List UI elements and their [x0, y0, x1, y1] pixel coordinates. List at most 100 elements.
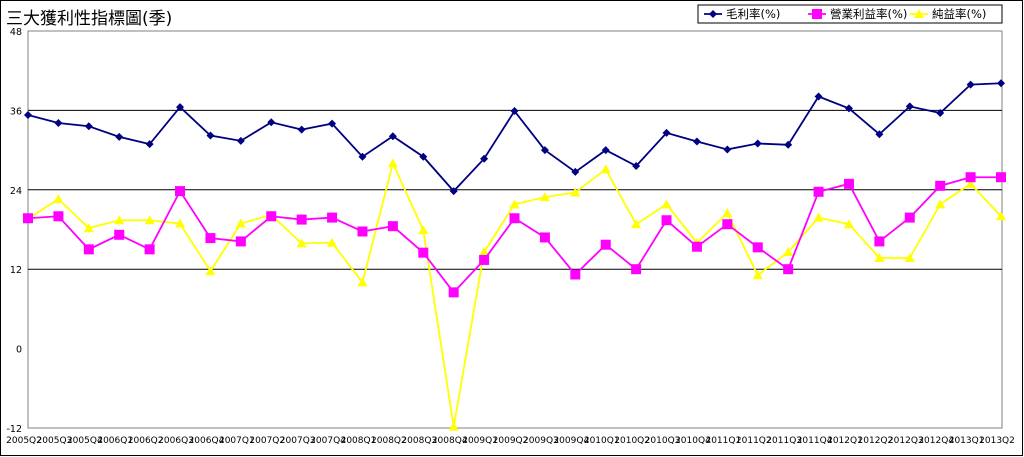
data-point — [632, 161, 641, 170]
data-point — [783, 264, 794, 275]
data-point — [83, 244, 94, 255]
x-tick-label: 2008Q4 — [432, 436, 468, 446]
data-point — [387, 158, 398, 168]
x-tick-label: 2012Q3 — [888, 436, 924, 446]
x-tick-label: 2008Q1 — [341, 436, 377, 446]
data-point — [510, 107, 519, 116]
data-point — [936, 109, 945, 118]
legend-label: 營業利益率(%) — [830, 7, 907, 21]
data-point — [205, 233, 216, 244]
data-point — [752, 242, 763, 253]
data-point — [176, 103, 185, 112]
data-point — [875, 130, 884, 139]
data-point — [914, 9, 924, 18]
data-point — [327, 212, 338, 223]
data-point — [904, 212, 915, 223]
data-point — [205, 266, 216, 276]
data-point — [965, 178, 976, 188]
data-point — [236, 136, 245, 145]
data-point — [53, 194, 64, 204]
data-point — [23, 213, 33, 224]
x-tick-label: 2011Q1 — [705, 436, 741, 446]
x-tick-label: 2007Q3 — [280, 436, 316, 446]
legend-label: 毛利率(%) — [726, 7, 780, 21]
data-point — [935, 199, 946, 209]
data-point — [419, 152, 428, 161]
x-tick-label: 2013Q2 — [979, 436, 1015, 446]
data-point — [631, 264, 642, 275]
data-point — [935, 180, 946, 191]
data-point — [509, 213, 520, 224]
data-point — [874, 252, 885, 262]
data-point — [905, 102, 914, 111]
data-point — [996, 211, 1006, 221]
series-3 — [23, 158, 1006, 431]
data-point — [175, 186, 186, 197]
data-point — [83, 223, 94, 233]
x-tick-label: 2007Q1 — [219, 436, 255, 446]
x-tick-label: 2008Q3 — [401, 436, 437, 446]
data-point — [84, 122, 93, 131]
data-point — [449, 187, 458, 196]
data-point — [570, 187, 581, 197]
y-tick-label: 24 — [10, 186, 22, 197]
data-point — [418, 247, 429, 258]
data-point — [448, 287, 459, 298]
data-point — [843, 178, 854, 189]
data-point — [812, 9, 822, 19]
data-point — [600, 239, 611, 250]
data-point — [539, 232, 550, 243]
data-point — [296, 214, 307, 225]
x-tick-label: 2010Q2 — [614, 436, 650, 446]
data-point — [267, 118, 276, 127]
data-point — [144, 215, 155, 225]
data-point — [843, 219, 854, 229]
data-point — [600, 164, 611, 174]
data-point — [418, 225, 429, 235]
data-point — [358, 152, 367, 161]
data-point — [661, 215, 672, 226]
x-tick-label: 2006Q4 — [189, 436, 225, 446]
plot-background — [27, 30, 1003, 429]
data-point — [296, 238, 307, 248]
x-tick-label: 2008Q2 — [371, 436, 407, 446]
legend: 毛利率(%) 營業利益率(%) 純益率(%) — [697, 4, 1003, 24]
data-point — [144, 244, 155, 255]
x-tick-label: 2012Q1 — [827, 436, 863, 446]
data-point — [752, 270, 763, 280]
data-point — [145, 140, 154, 149]
data-point — [357, 277, 368, 287]
y-tick-label: -12 — [6, 424, 22, 435]
data-point — [570, 269, 581, 280]
x-tick-label: 2012Q2 — [858, 436, 894, 446]
data-point — [631, 219, 642, 229]
data-point — [996, 172, 1006, 183]
data-point — [24, 111, 32, 120]
series-1 — [24, 79, 1005, 196]
x-tick-label: 2007Q4 — [310, 436, 346, 446]
x-tick-label: 2006Q2 — [128, 436, 164, 446]
data-point — [479, 246, 490, 256]
x-tick-label: 2005Q4 — [67, 436, 103, 446]
x-tick-label: 2009Q2 — [493, 436, 529, 446]
data-point — [997, 79, 1005, 88]
data-point — [874, 236, 885, 247]
x-tick-label: 2010Q3 — [645, 436, 681, 446]
data-point — [691, 241, 702, 252]
y-tick-label: 12 — [10, 265, 22, 276]
x-tick-label: 2005Q2 — [6, 436, 42, 446]
x-tick-label: 2009Q4 — [553, 436, 589, 446]
data-point — [114, 215, 125, 225]
data-point — [115, 132, 124, 141]
x-tick-label: 2012Q4 — [918, 436, 954, 446]
data-point — [813, 186, 824, 197]
data-point — [539, 192, 550, 202]
x-tick-label: 2009Q1 — [462, 436, 498, 446]
data-point — [480, 154, 489, 163]
chart-title: 三大獲利性指標圖(季) — [6, 9, 172, 29]
data-point — [328, 119, 337, 128]
data-point — [540, 146, 549, 155]
x-tick-label: 2006Q3 — [158, 436, 194, 446]
data-point — [722, 219, 733, 230]
